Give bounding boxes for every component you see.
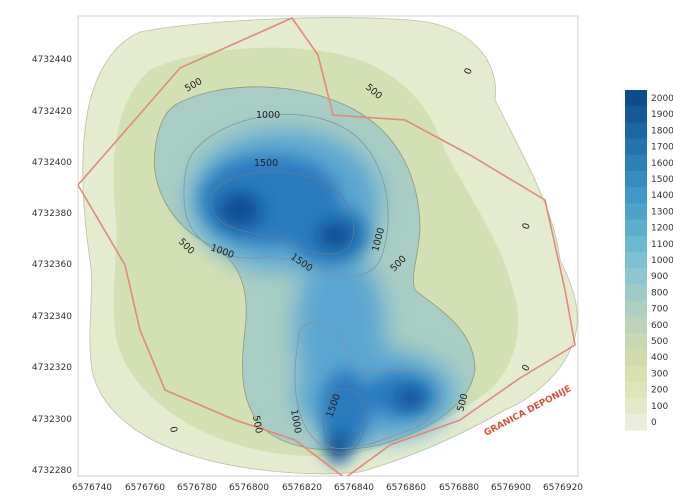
legend-label: 400 (651, 353, 668, 363)
legend-swatch (625, 154, 647, 172)
y-tick-label: 4732300 (32, 415, 72, 425)
legend-label: 800 (651, 288, 668, 298)
x-axis: 6576740 6576760 6576780 6576800 6576820 … (72, 483, 583, 493)
legend-label: 100 (651, 402, 668, 412)
contour-label: 500 (250, 415, 264, 435)
x-tick-label: 6576740 (72, 483, 112, 493)
legend-swatch (625, 171, 647, 188)
legend-swatch (625, 219, 647, 237)
legend-label: 1200 (651, 224, 673, 234)
legend-label: 500 (651, 337, 668, 347)
contour-1000-south (294, 321, 441, 449)
contour-label: 500 (455, 392, 470, 412)
x-tick-label: 6576800 (229, 483, 269, 493)
legend-label: 2000 (651, 94, 673, 104)
x-tick-label: 6576840 (334, 483, 374, 493)
legend-label: 1600 (651, 159, 673, 169)
contour-1000 (183, 114, 389, 277)
contour-label: 0 (520, 363, 533, 374)
legend-swatch (625, 122, 647, 139)
contour-1500 (210, 170, 354, 255)
legend-swatch (625, 106, 647, 123)
contour-label: 1000 (256, 110, 280, 121)
legend-label: 1900 (651, 110, 673, 120)
legend-swatch (625, 365, 647, 382)
legend-label: 1000 (651, 256, 673, 266)
legend-swatch (625, 316, 647, 334)
legend-label: 1300 (651, 207, 673, 217)
color-legend: 2000190018001700160015001400130012001100… (625, 90, 673, 431)
y-tick-label: 4732440 (32, 55, 72, 65)
legend-label: 0 (651, 418, 657, 428)
legend-label: 200 (651, 386, 668, 396)
x-tick-label: 6576880 (439, 483, 479, 493)
contour-label: 0 (462, 67, 474, 76)
x-tick-label: 6576780 (177, 483, 217, 493)
y-tick-label: 4732320 (32, 363, 72, 373)
legend-label: 1500 (651, 175, 673, 185)
concentration-field (82, 17, 578, 475)
legend-swatch (625, 268, 647, 285)
legend-swatch (625, 300, 647, 318)
legend-label: 1100 (651, 240, 673, 250)
legend-label: 1400 (651, 191, 673, 201)
legend-swatch (625, 284, 647, 301)
legend-swatch (625, 252, 647, 269)
contour-label: 1000 (288, 409, 303, 435)
legend-swatch (625, 138, 647, 156)
y-tick-label: 4732380 (32, 209, 72, 219)
legend-swatch (625, 203, 647, 220)
y-tick-label: 4732360 (32, 260, 72, 270)
contour-1500-south (323, 387, 366, 454)
legend-swatch (625, 333, 647, 350)
legend-label: 600 (651, 321, 668, 331)
legend-swatch (625, 381, 647, 399)
x-tick-label: 6576860 (386, 483, 426, 493)
contour-label: 1500 (254, 158, 278, 169)
y-axis: 4732440 4732420 4732400 4732380 4732360 … (32, 55, 72, 476)
legend-swatch (625, 235, 647, 253)
y-tick-label: 4732400 (32, 158, 72, 168)
legend-swatch (625, 397, 647, 415)
legend-label: 900 (651, 272, 668, 282)
x-tick-label: 6576920 (543, 483, 583, 493)
legend-swatch (625, 414, 647, 431)
legend-label: 700 (651, 305, 668, 315)
x-tick-label: 6576820 (282, 483, 322, 493)
contour-label: 0 (167, 426, 179, 434)
landfill-boundary (78, 17, 576, 476)
legend-swatch (625, 90, 647, 107)
legend-label: 1700 (651, 143, 673, 153)
legend-label: 1800 (651, 126, 673, 136)
x-tick-label: 6576760 (125, 483, 165, 493)
contour-label: 0 (520, 222, 532, 231)
y-tick-label: 4732340 (32, 312, 72, 322)
y-tick-label: 4732280 (32, 466, 72, 476)
y-tick-label: 4732420 (32, 107, 72, 117)
legend-swatch (625, 187, 647, 204)
legend-swatch (625, 349, 647, 366)
x-tick-label: 6576900 (491, 483, 531, 493)
legend-label: 300 (651, 369, 668, 379)
